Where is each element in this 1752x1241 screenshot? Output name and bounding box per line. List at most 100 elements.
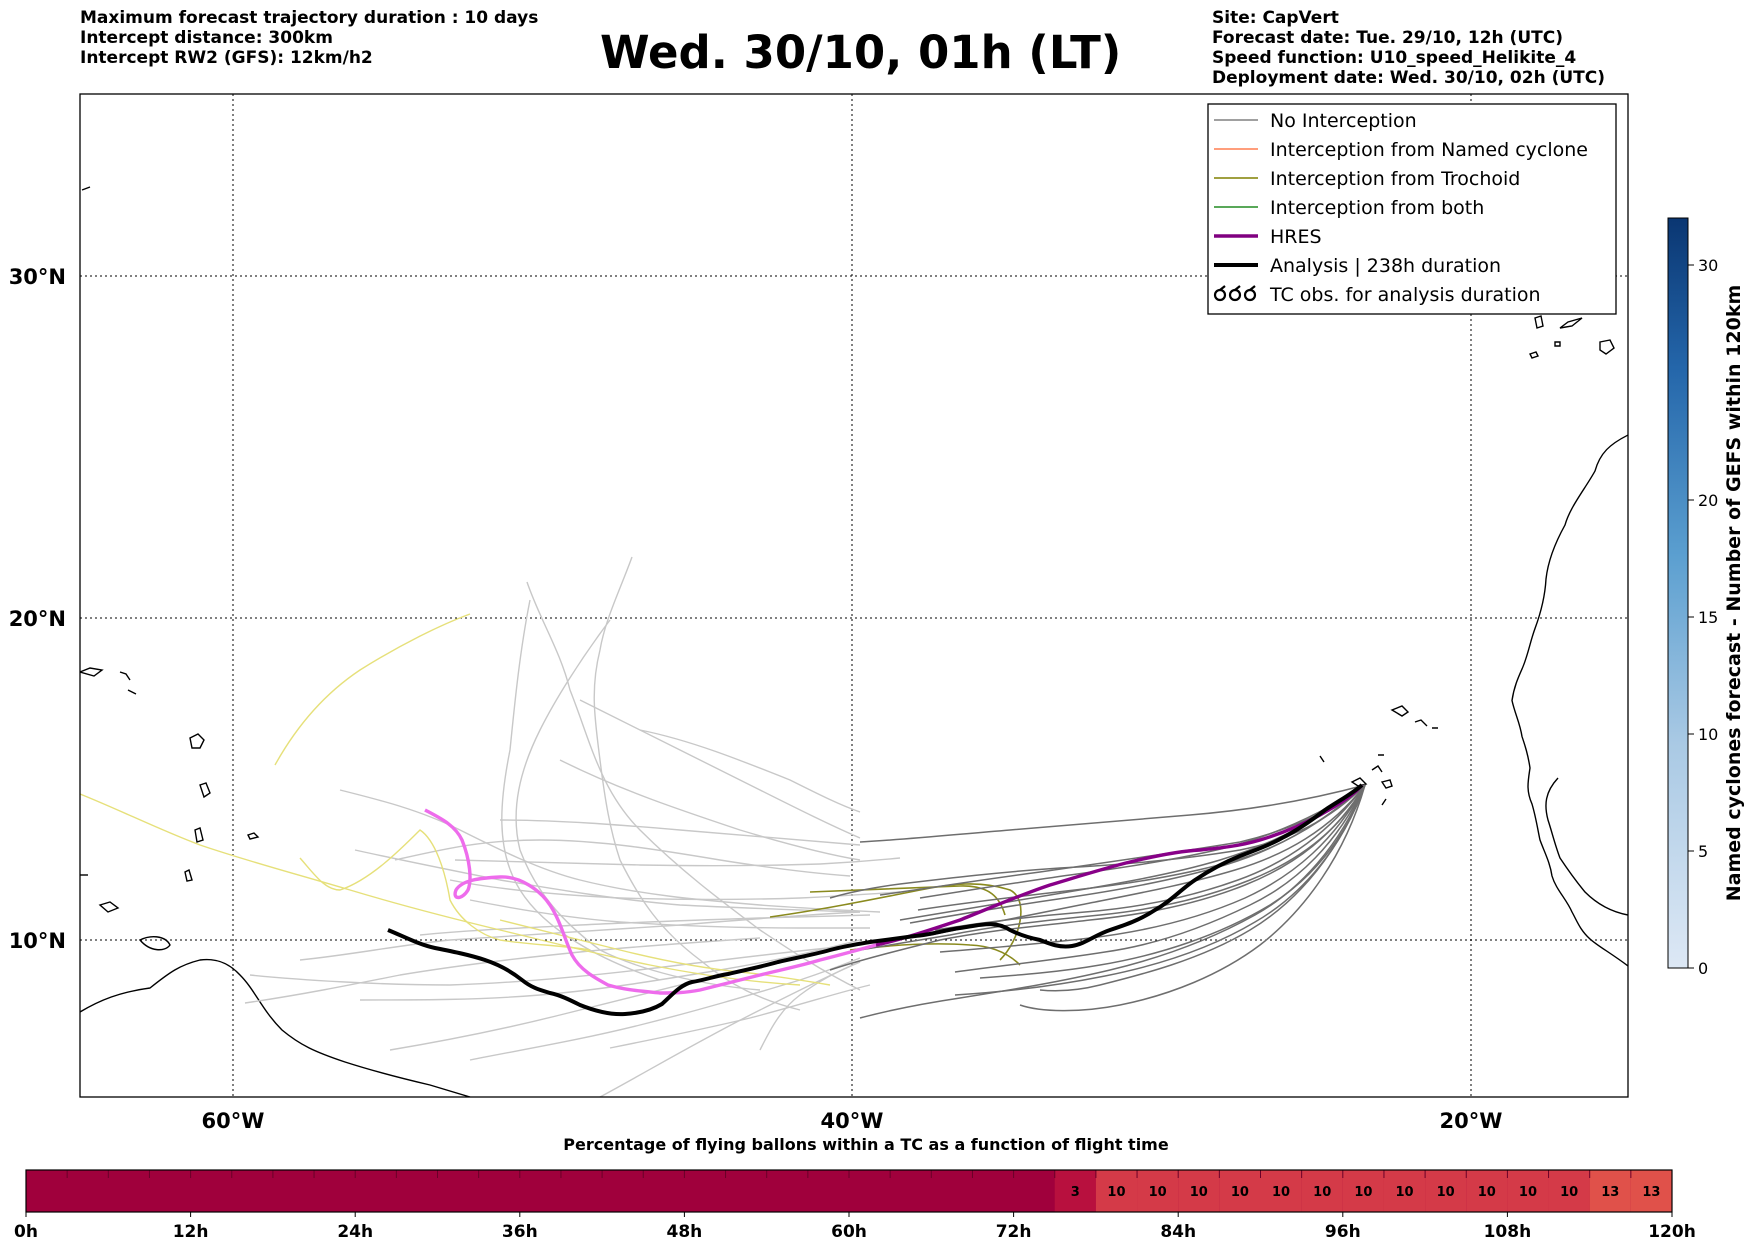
legend-label-both: Interception from both	[1270, 197, 1484, 219]
header-info-left: Maximum forecast trajectory duration : 1…	[80, 8, 538, 68]
header-line-duration: Maximum forecast trajectory duration : 1…	[80, 8, 539, 28]
trajectory-light	[469, 957, 861, 1061]
cape-verde-islands	[1319, 705, 1438, 806]
timeline-tick-label: 72h	[996, 1222, 1032, 1241]
legend-label-trochoid: Interception from Trochoid	[1270, 168, 1520, 190]
lesser-antilles-2	[199, 782, 211, 799]
coastlines	[80, 186, 1628, 1097]
timeline-cell-value: 10	[1313, 1185, 1331, 1200]
timeline-cell	[1383, 1170, 1426, 1212]
map-frame	[79, 93, 1629, 1098]
trajectory-dark	[829, 784, 1366, 971]
colorbar-label: Named cyclones forecast - Number of GEFS…	[1723, 285, 1745, 902]
virgin-islands	[80, 667, 137, 695]
timeline-cell-value: 10	[1560, 1185, 1578, 1200]
trinidad-island	[138, 936, 171, 951]
timeline-cell	[1548, 1170, 1590, 1212]
timeline-cell-value: 13	[1642, 1185, 1660, 1200]
trajectory-light	[526, 581, 861, 991]
colorbar-tick-15: 15	[1698, 608, 1718, 627]
header-info-right: Site: CapVert Forecast date: Tue. 29/10,…	[1212, 8, 1605, 88]
timeline-tick-label: 84h	[1160, 1222, 1196, 1241]
trajectory-dark	[954, 784, 1366, 996]
lon-tick-40w: 40°W	[821, 1109, 884, 1133]
hres-trajectory-magenta	[424, 808, 877, 995]
trajectory-light	[454, 857, 901, 867]
legend-label-analysis: Analysis | 238h duration	[1270, 255, 1501, 277]
timeline-cell-value: 10	[1395, 1185, 1413, 1200]
trajectory-dark	[979, 784, 1366, 979]
timeline-cell-value: 10	[1231, 1185, 1249, 1200]
trajectory-light	[499, 819, 861, 846]
timeline-cell	[1219, 1170, 1261, 1212]
timeline-cell-value: 10	[1478, 1185, 1496, 1200]
isle-a	[247, 832, 260, 840]
trajectory-dark	[919, 784, 1366, 899]
legend-box	[1207, 103, 1617, 315]
colorbar-tick-5: 5	[1698, 842, 1708, 861]
timeline-cell-value: 13	[1601, 1185, 1619, 1200]
trajectory-light	[394, 839, 851, 877]
timeline-tick-label: 12h	[173, 1222, 209, 1241]
timeline-cell-value: 10	[1272, 1185, 1290, 1200]
trajectory-light	[469, 899, 870, 929]
trajectory-light	[559, 759, 861, 861]
timeline-tick-label: 120h	[1648, 1222, 1696, 1241]
legend-label-no-interception: No Interception	[1270, 110, 1417, 132]
timeline-minor-ticks	[66, 1170, 1632, 1178]
timeline-cell	[1466, 1170, 1508, 1212]
trajectory-dark	[879, 784, 1366, 896]
timeline-tick-labels: 0h 12h 24h 36h 48h 60h 72h 84h 96h 108h 120h	[14, 1212, 1696, 1241]
interception-trajectories-yellow	[80, 613, 831, 986]
timeline: Percentage of flying ballons within a TC…	[14, 1135, 1696, 1241]
trajectory-light	[501, 599, 661, 981]
trajectory-dark	[939, 784, 1366, 953]
trajectory-light	[609, 984, 871, 1049]
lon-tick-20w: 20°W	[1440, 1109, 1503, 1133]
trajectory-yellow	[499, 919, 831, 986]
timeline-cell	[1054, 1170, 1096, 1212]
page-title: Wed. 30/10, 01h (LT)	[600, 26, 1122, 79]
header-line-intercept-rw2: Intercept RW2 (GFS): 12km/h2	[80, 48, 373, 68]
header-line-deployment-date: Deployment date: Wed. 30/10, 02h (UTC)	[1212, 68, 1606, 88]
colorbar-gradient	[1667, 217, 1689, 969]
lesser-antilles-4	[184, 869, 193, 882]
trajectory-light	[244, 937, 761, 1004]
axis-labels: 60°W 40°W 20°W 30°N 20°N 10°N	[9, 265, 1503, 1133]
timeline-cell	[1507, 1170, 1549, 1212]
lesser-antilles-1	[189, 733, 205, 749]
trajectory-dark	[859, 784, 1366, 1019]
timeline-cell	[1178, 1170, 1220, 1212]
lat-tick-30n: 30°N	[9, 265, 66, 289]
lesser-antilles-3	[194, 827, 204, 843]
trajectory-olive	[809, 885, 1006, 916]
trajectory-light	[639, 729, 861, 813]
colorbar: 0 5 10 15 20 30 Named cyclones forecast …	[1667, 217, 1745, 978]
timeline-tick-label: 0h	[14, 1222, 38, 1241]
trajectory-dark	[934, 784, 1366, 931]
analysis-trajectory	[387, 783, 1364, 1017]
timeline-cell	[1425, 1170, 1467, 1212]
legend: No Interception Interception from Named …	[1207, 103, 1617, 315]
isle-c	[81, 186, 91, 191]
canary-islands	[1529, 315, 1615, 359]
timeline-tick-label: 96h	[1325, 1222, 1361, 1241]
trajectory-light	[419, 914, 871, 936]
timeline-cell	[1342, 1170, 1384, 1212]
header-line-intercept-distance: Intercept distance: 300km	[80, 28, 333, 48]
timeline-cell-value: 10	[1354, 1185, 1372, 1200]
trajectory-dark	[1019, 784, 1366, 1012]
timeline-cell	[1095, 1170, 1138, 1212]
header-line-site: Site: CapVert	[1212, 8, 1339, 28]
trajectory-yellow	[299, 829, 591, 951]
timeline-tick-label: 60h	[831, 1222, 867, 1241]
trajectory-light	[339, 789, 881, 913]
trajectory-yellow	[274, 613, 471, 766]
timeline-tick-label: 48h	[667, 1222, 703, 1241]
trajectory-light	[449, 879, 901, 901]
trajectory-light	[579, 699, 861, 839]
timeline-cell	[1630, 1170, 1672, 1212]
timeline-cell-value: 10	[1107, 1185, 1125, 1200]
timeline-cell	[1260, 1170, 1302, 1212]
